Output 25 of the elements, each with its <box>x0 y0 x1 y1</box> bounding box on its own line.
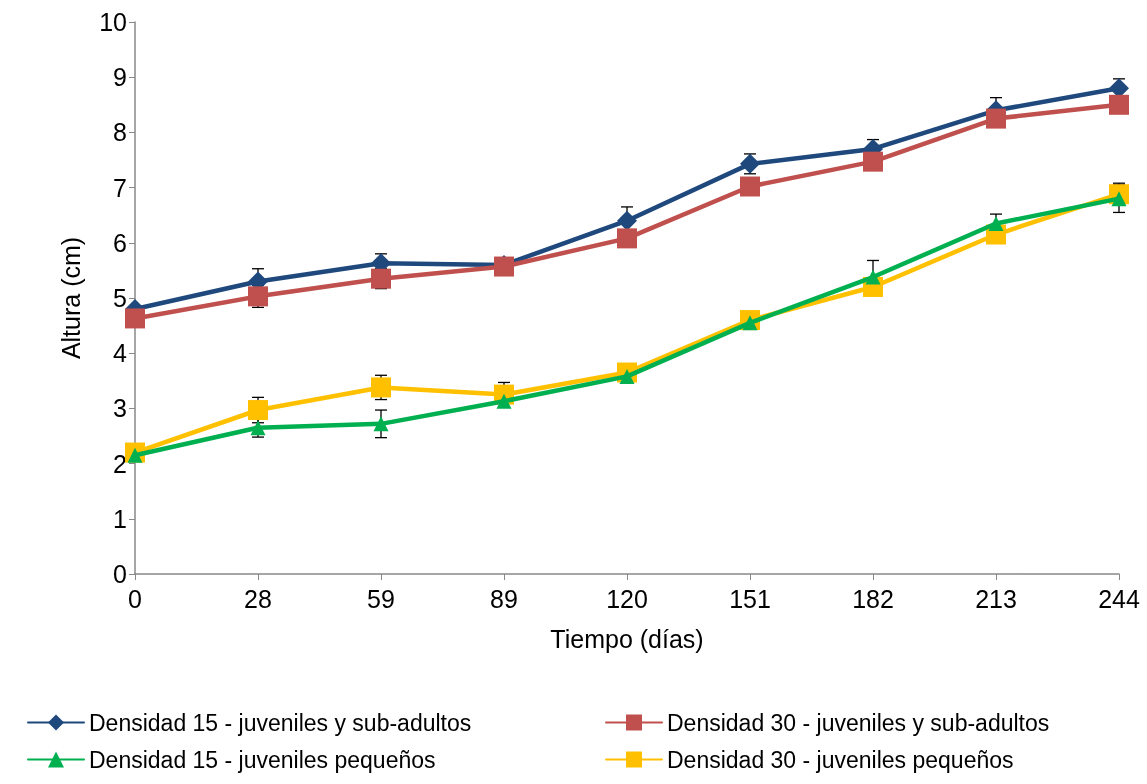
x-tick-label: 120 <box>606 584 648 613</box>
x-tick-label: 244 <box>1098 584 1140 613</box>
x-tick-label: 213 <box>975 584 1017 613</box>
x-tick-label: 151 <box>729 584 771 613</box>
legend-label: Densidad 15 - juveniles y sub-adultos <box>89 709 472 736</box>
legend-label: Densidad 30 - juveniles y sub-adultos <box>667 709 1050 736</box>
y-tick-label: 1 <box>113 504 127 533</box>
y-tick-label: 6 <box>113 228 127 257</box>
y-tick-label: 9 <box>113 63 127 92</box>
x-tick-label: 28 <box>244 584 272 613</box>
y-tick-label: 7 <box>113 173 127 202</box>
x-tick-label: 59 <box>367 584 395 613</box>
y-tick-label: 5 <box>113 284 127 312</box>
y-axis-title: Altura (cm) <box>56 236 85 360</box>
y-tick-label: 4 <box>113 339 128 368</box>
y-tick-label: 3 <box>113 394 127 423</box>
legend-label: Densidad 15 - juveniles pequeños <box>89 746 436 773</box>
y-tick-label: 0 <box>113 560 127 588</box>
y-tick-label: 10 <box>99 8 127 36</box>
x-tick-label: 182 <box>852 584 894 613</box>
x-axis-title: Tiempo (días) <box>550 624 704 653</box>
y-tick-label: 8 <box>113 118 127 147</box>
x-tick-label: 89 <box>490 584 518 613</box>
y-tick-label: 2 <box>113 449 127 478</box>
legend-label: Densidad 30 - juveniles pequeños <box>667 746 1014 773</box>
